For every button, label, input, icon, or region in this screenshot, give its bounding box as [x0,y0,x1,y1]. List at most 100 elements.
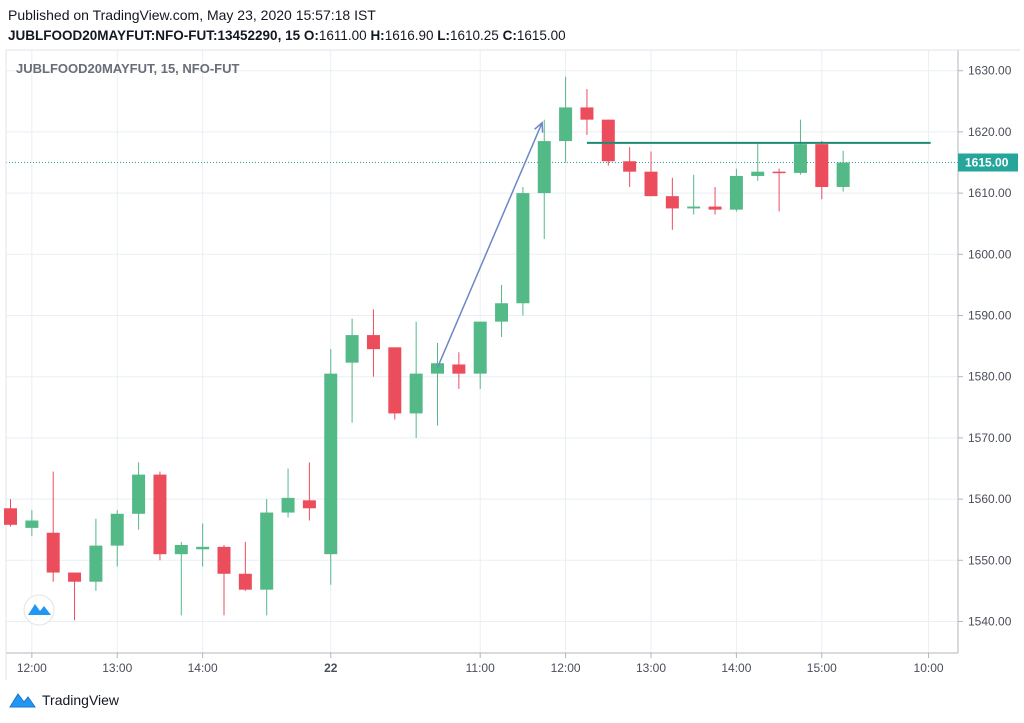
candle-body [687,206,701,209]
ohlc-line: JUBLFOOD20MAYFUT:NFO-FUT:13452290, 15 O:… [8,26,566,46]
candle-body [174,545,188,555]
candle-down [46,471,60,582]
candle-up [196,523,210,567]
candle-down [772,168,786,212]
price-tick-label: 1620.00 [968,125,1012,139]
time-tick-label: 22 [324,661,338,675]
candle-body [836,162,850,187]
trend-arrow-head [534,121,544,133]
tradingview-logo-icon[interactable] [8,690,36,710]
tradingview-brand[interactable]: TradingView [42,692,120,708]
candle-up [260,499,274,616]
price-tick-label: 1540.00 [968,615,1012,629]
candle-body [793,144,807,173]
candle-body [751,171,765,176]
candle-up [473,321,487,389]
candle-down [4,499,17,527]
high-value: 1616.90 [384,28,434,43]
candle-body [68,572,82,582]
open-label: O: [303,28,319,43]
candle-body [580,107,594,120]
candle-body [153,474,167,555]
candle-up [89,518,103,591]
candle-up [537,119,551,239]
candle-up [132,462,146,530]
candle-body [46,532,60,573]
close-label: C: [502,28,517,43]
candle-up [559,76,573,163]
candle-up [836,150,850,192]
candle-down [665,177,679,230]
candle-body [815,144,829,187]
candle-body [516,193,530,304]
time-tick-label: 14:00 [188,661,218,675]
candle-up [751,144,765,181]
footer: TradingView [8,690,119,710]
candle-body [409,373,423,414]
candle-body [559,107,573,142]
candle-down [815,141,829,200]
time-tick-label: 14:00 [721,661,751,675]
candle-up [110,510,124,567]
candle-down [388,347,402,420]
candle-up [281,468,295,518]
candle-up [729,168,743,212]
candle-body [217,546,231,574]
candle-body [729,175,743,210]
candle-body [110,513,124,546]
candle-body [708,206,722,210]
candle-body [132,474,146,514]
price-tick-label: 1570.00 [968,431,1012,445]
candle-body [495,303,509,322]
last-price-badge-bg [958,153,1018,172]
price-tick-label: 1580.00 [968,370,1012,384]
price-tick-label: 1590.00 [968,309,1012,323]
candle-body [473,321,487,374]
price-tick-label: 1610.00 [968,186,1012,200]
candle-down [153,471,167,561]
symbol-info: JUBLFOOD20MAYFUT:NFO-FUT:13452290, 15 [8,28,301,43]
tradingview-watermark-icon[interactable] [23,594,55,626]
candle-body [537,141,551,194]
price-tick-label: 1630.00 [968,64,1012,78]
candle-down [644,151,658,197]
candle-up [431,343,444,426]
candle-down [708,186,722,215]
low-label: L: [437,28,451,43]
candle-up [25,510,39,536]
published-info: Published on TradingView.com, May 23, 20… [8,7,376,23]
candle-down [580,89,594,135]
candle-body [388,347,402,414]
candle-down [68,572,82,621]
high-label: H: [370,28,385,43]
time-tick-label: 12:00 [17,661,47,675]
candle-up [409,321,423,438]
drawings [436,121,931,368]
candle-up [495,284,509,337]
candle-body [772,171,786,174]
last-price-badge: 1615.00 [958,153,1018,172]
time-tick-label: 10:00 [914,661,944,675]
candle-body [302,500,316,509]
candle-body [260,512,274,590]
chart-title: JUBLFOOD20MAYFUT, 15, NFO-FUT [16,61,239,76]
candle-down [452,352,466,389]
candle-down [366,309,380,377]
candle-body [431,363,444,374]
candle-up [687,174,701,215]
time-tick-label: 13:00 [636,661,666,675]
candle-body [623,161,637,172]
candle-down [623,147,637,187]
time-tick-label: 12:00 [551,661,581,675]
last-price-label: 1615.00 [965,156,1009,170]
candle-body [89,545,103,582]
candle-body [665,196,679,209]
low-value: 1610.25 [450,28,499,43]
candle-body [281,497,295,513]
price-tick-label: 1550.00 [968,553,1012,567]
price-tick-label: 1600.00 [968,247,1012,261]
candle-up [793,119,807,175]
trend-arrow-line [436,122,543,368]
candle-body [601,119,615,162]
